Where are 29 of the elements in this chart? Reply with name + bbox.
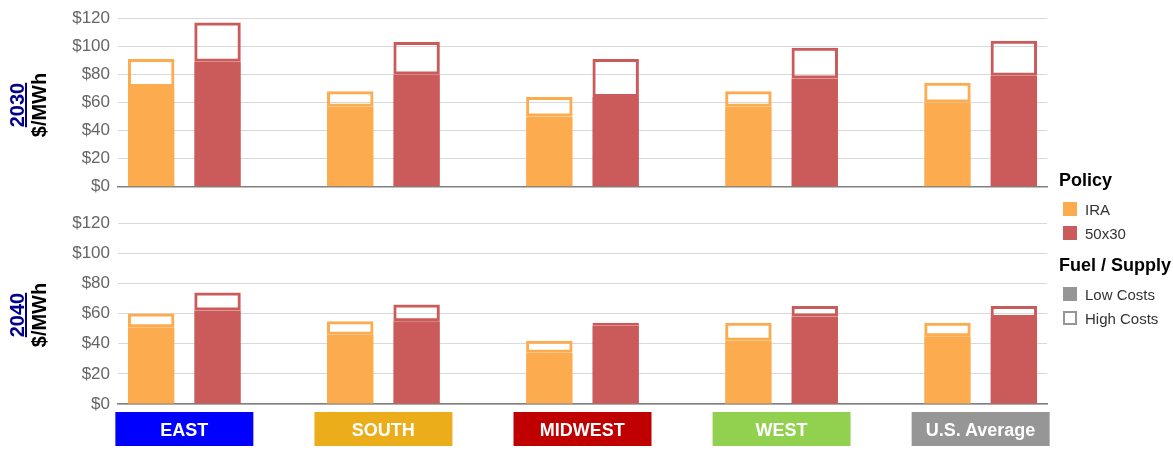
text: High Costs (1085, 309, 1159, 327)
x-tick-label: SOUTH (351, 419, 415, 440)
x-tick-label: EAST (160, 419, 209, 440)
y-tick-label: $120 (72, 7, 110, 27)
y-tick-label: $80 (81, 64, 110, 84)
y-tick-label: $40 (81, 333, 110, 353)
y-tick-label: $100 (72, 243, 110, 263)
y-tick-label: $100 (72, 35, 110, 55)
x-tick-label: MIDWEST (539, 419, 625, 440)
y-tick-label: $0 (91, 393, 110, 413)
y-tick-label: $20 (81, 148, 110, 168)
y-tick-label: $40 (81, 120, 110, 140)
y-tick-label: $20 (81, 363, 110, 383)
text: Policy (1059, 170, 1114, 191)
text: 2040 (6, 291, 28, 340)
x-tick-label: U.S. Average (925, 419, 1036, 440)
y-tick-label: $60 (81, 303, 110, 323)
text: Fuel / Supply (1059, 255, 1172, 276)
text: IRA (1085, 200, 1111, 218)
text: 2030 (6, 81, 28, 130)
text: 50x30 (1085, 224, 1126, 242)
y-tick-label: $0 (91, 176, 110, 196)
x-tick-label: WEST (755, 419, 808, 440)
y-tick-label: $120 (72, 212, 110, 232)
y-axis-title: $/MWh (28, 72, 50, 138)
text: Low Costs (1085, 285, 1156, 303)
y-tick-label: $60 (81, 92, 110, 112)
y-tick-label: $80 (81, 273, 110, 293)
y-axis-title: $/MWh (28, 282, 50, 348)
